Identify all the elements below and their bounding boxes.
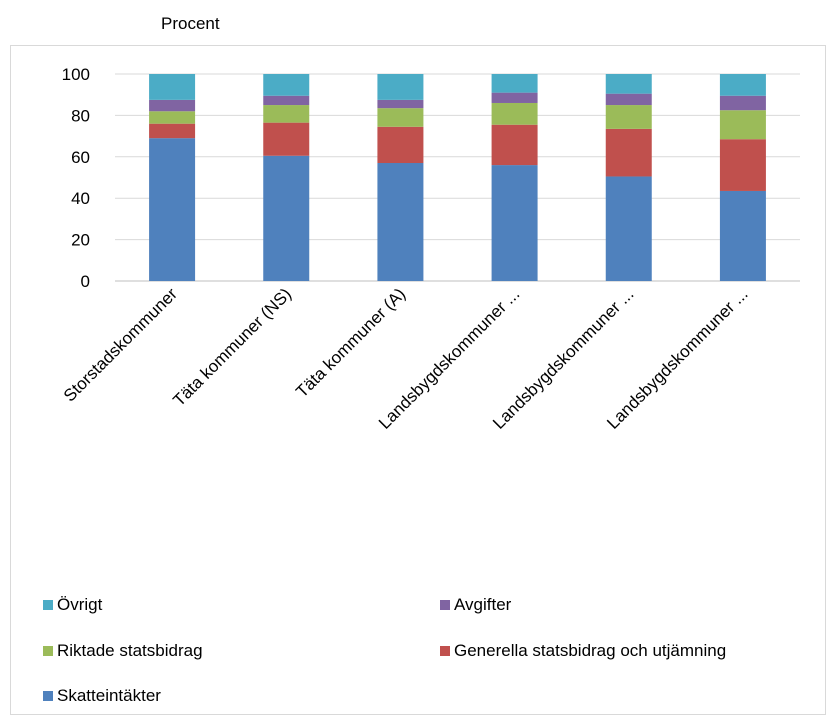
y-tick-label: 40 — [71, 189, 90, 208]
x-tick-label: Täta kommuner (NS) — [169, 284, 295, 410]
bar-segment — [719, 110, 766, 140]
y-tick-label: 100 — [62, 65, 90, 84]
legend-swatch — [440, 600, 450, 610]
bar-segment — [149, 138, 196, 281]
legend-swatch — [43, 691, 53, 701]
x-tick-label: Storstadskommuner — [60, 284, 181, 405]
legend-swatch — [440, 646, 450, 656]
legend-label: Generella statsbidrag och utjämning — [454, 641, 727, 660]
bar-segment — [605, 93, 652, 106]
bar-segment — [719, 95, 766, 111]
bar-segment — [491, 92, 538, 103]
legend-item: Riktade statsbidrag — [43, 641, 203, 661]
legend-item: Avgifter — [440, 595, 511, 615]
legend-item: Generella statsbidrag och utjämning — [440, 641, 726, 661]
bar-segment — [263, 155, 310, 281]
x-tick-label: Täta kommuner (A) — [292, 284, 409, 401]
legend-swatch — [43, 600, 53, 610]
bar-segment — [377, 74, 424, 100]
chart-frame — [10, 45, 826, 715]
bar-segment — [605, 128, 652, 177]
legend-label: Avgifter — [454, 595, 512, 614]
bar-segment — [149, 99, 196, 112]
y-tick-label: 80 — [71, 106, 90, 125]
bar-segment — [263, 122, 310, 156]
bar-segment — [263, 74, 310, 96]
bar-segment — [719, 74, 766, 96]
bar-segment — [719, 190, 766, 281]
legend-swatch — [43, 646, 53, 656]
bar-segment — [149, 74, 196, 100]
bar-segment — [491, 102, 538, 125]
bar-segment — [605, 105, 652, 129]
legend-item: Övrigt — [43, 595, 102, 615]
bar-segment — [491, 165, 538, 281]
bar-segment — [491, 74, 538, 93]
bar-segment — [605, 74, 652, 94]
bar-segment — [149, 111, 196, 124]
y-axis-unit-label: Procent — [161, 14, 220, 33]
bar-segment — [377, 163, 424, 281]
bar-segment — [491, 124, 538, 166]
bar-segment — [377, 108, 424, 127]
bar-segment — [719, 139, 766, 191]
bar-segment — [605, 176, 652, 281]
legend-label: Övrigt — [57, 595, 103, 614]
y-tick-label: 60 — [71, 148, 90, 167]
bar-segment — [263, 105, 310, 123]
legend-label: Riktade statsbidrag — [57, 641, 203, 660]
bar-segment — [377, 99, 424, 109]
bar-segment — [263, 95, 310, 106]
y-tick-label: 20 — [71, 231, 90, 250]
y-tick-label: 0 — [81, 272, 90, 291]
bar-segment — [377, 126, 424, 164]
bar-segment — [149, 123, 196, 139]
legend-item: Skatteintäkter — [43, 686, 161, 706]
legend-label: Skatteintäkter — [57, 686, 161, 705]
